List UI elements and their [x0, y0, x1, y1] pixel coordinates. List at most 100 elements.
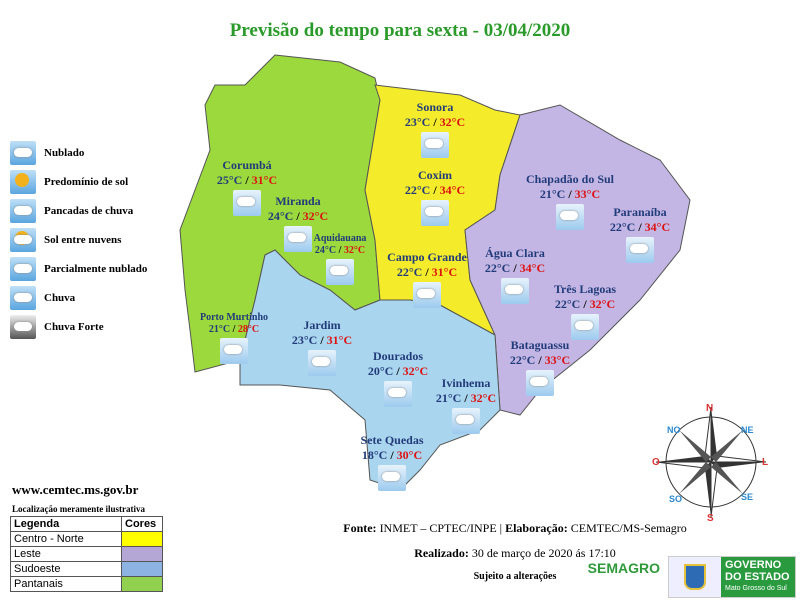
cloudy-icon	[10, 141, 36, 165]
source-text: INMET – CPTEC/INPE |	[376, 521, 506, 535]
legend-item: Chuva Forte	[10, 314, 104, 340]
compass-no: NO	[667, 425, 681, 435]
min-temp: 21°C	[539, 187, 566, 201]
min-temp: 24°C	[314, 245, 337, 256]
legend-item: Chuva	[10, 285, 75, 311]
sun-between-clouds-icon	[10, 228, 36, 252]
elaboration-text: CEMTEC/MS-Semagro	[567, 521, 687, 535]
legend-item: Predomínio de sol	[10, 169, 128, 195]
max-temp: 32°C	[589, 297, 616, 311]
legend-label: Chuva	[44, 292, 76, 304]
governo-text: GOVERNO	[725, 559, 782, 571]
city-forecast: Dourados 20°C / 32°C	[338, 349, 458, 407]
region-color-swatch	[121, 531, 163, 547]
showers-icon	[10, 199, 36, 223]
city-name: Corumbá	[222, 158, 272, 172]
partly-cloudy-icon	[526, 370, 554, 396]
city-name: Coxim	[418, 168, 452, 182]
sun-icon	[10, 170, 36, 194]
min-temp: 24°C	[267, 209, 294, 223]
website-link[interactable]: www.cemtec.ms.gov.br	[12, 482, 139, 497]
region-name: Centro - Norte	[10, 531, 122, 547]
max-temp: 32°C	[302, 209, 329, 223]
region-color-swatch	[121, 576, 163, 592]
city-name: Jardim	[303, 318, 341, 332]
min-temp: 21°C	[435, 391, 462, 405]
source-label: Fonte:	[343, 521, 377, 535]
partly-cloudy-icon	[326, 259, 354, 285]
partly-cloudy-icon	[308, 350, 336, 376]
city-name: Campo Grande	[387, 250, 467, 264]
governo-logo: GOVERNO DO ESTADO Mato Grosso do Sul	[668, 556, 796, 598]
region-color-swatch	[121, 561, 163, 577]
issued-text: 30 de março de 2020 ás 17:10	[468, 546, 616, 560]
region-name: Pantanais	[10, 576, 122, 592]
showers-icon	[571, 314, 599, 340]
legend-label: Nublado	[44, 147, 85, 159]
min-temp: 22°C	[509, 353, 536, 367]
city-forecast: Miranda 24°C / 32°C	[238, 194, 358, 252]
partly-cloudy-icon	[10, 257, 36, 281]
state-name-text: Mato Grosso do Sul	[725, 585, 787, 592]
city-forecast: Chapadão do Sul 21°C / 33°C	[510, 172, 630, 230]
max-temp: 33°C	[574, 187, 601, 201]
thunderstorm-icon	[10, 315, 36, 339]
region-legend-table: Legenda Cores Centro - Norte Leste Sudoeste…	[10, 516, 163, 592]
city-forecast: Porto Murtinho 21°C / 28°C	[174, 312, 294, 364]
min-temp: 23°C	[291, 333, 318, 347]
partly-cloudy-icon	[384, 381, 412, 407]
legend-row: Pantanais	[10, 576, 163, 592]
partly-cloudy-icon	[413, 282, 441, 308]
compass-l: L	[762, 457, 769, 468]
max-temp: 32°C	[470, 391, 497, 405]
rain-icon	[421, 132, 449, 158]
city-forecast: Coxim 22°C / 34°C	[375, 168, 495, 226]
max-temp: 32°C	[402, 364, 429, 378]
partly-cloudy-icon	[452, 408, 480, 434]
semagro-text: SEMAGRO	[587, 560, 660, 576]
legend-item: Sol entre nuvens	[10, 227, 121, 253]
min-temp: 20°C	[367, 364, 394, 378]
city-name: Aquidauana	[313, 233, 367, 244]
max-temp: 34°C	[519, 261, 546, 275]
legend-label: Sol entre nuvens	[44, 234, 122, 246]
max-temp: 34°C	[439, 183, 466, 197]
showers-icon	[626, 237, 654, 263]
city-forecast: Três Lagoas 22°C / 32°C	[525, 282, 645, 340]
partly-cloudy-icon	[378, 465, 406, 491]
elaboration-label: Elaboração:	[505, 521, 568, 535]
city-forecast: Paranaíba 22°C / 34°C	[580, 205, 700, 263]
compass-so: SO	[669, 494, 683, 504]
max-temp: 30°C	[396, 448, 423, 462]
city-name: Miranda	[275, 194, 321, 208]
page-title: Previsão do tempo para sexta - 03/04/202…	[229, 20, 571, 41]
city-name: Dourados	[372, 349, 423, 363]
city-name: Porto Murtinho	[199, 312, 269, 323]
max-temp: 32°C	[343, 245, 366, 256]
city-forecast: Campo Grande 22°C / 31°C	[367, 250, 487, 308]
city-name: Sete Quedas	[360, 433, 424, 447]
city-forecast: Jardim 23°C / 31°C	[262, 318, 382, 376]
compass-ne: NE	[741, 425, 754, 435]
city-name: Bataguassu	[510, 338, 570, 352]
legend-row: Sudoeste	[10, 561, 163, 577]
max-temp: 28°C	[237, 324, 260, 335]
city-forecast: Corumbá 25°C / 31°C	[187, 158, 307, 216]
partly-cloudy-icon	[220, 338, 248, 364]
city-forecast: Bataguassu 22°C / 33°C	[480, 338, 600, 396]
coat-of-arms-icon	[684, 564, 706, 590]
partly-cloudy-icon	[284, 226, 312, 252]
city-forecast: Sete Quedas 18°C / 30°C	[332, 433, 452, 491]
partly-cloudy-icon	[233, 190, 261, 216]
illustrative-note: Localização meramente ilustrativa	[12, 504, 145, 514]
min-temp: 22°C	[554, 297, 581, 311]
city-name: Paranaíba	[613, 205, 667, 219]
max-temp: 33°C	[544, 353, 571, 367]
partly-cloudy-icon	[421, 200, 449, 226]
issued-line: Realizado: 30 de março de 2020 ás 17:10	[0, 546, 800, 561]
compass-n: N	[706, 403, 714, 414]
compass-o: O	[652, 457, 660, 468]
min-temp: 22°C	[484, 261, 511, 275]
rain-icon	[10, 286, 36, 310]
legend-label: Parcialmente nublado	[44, 263, 148, 275]
